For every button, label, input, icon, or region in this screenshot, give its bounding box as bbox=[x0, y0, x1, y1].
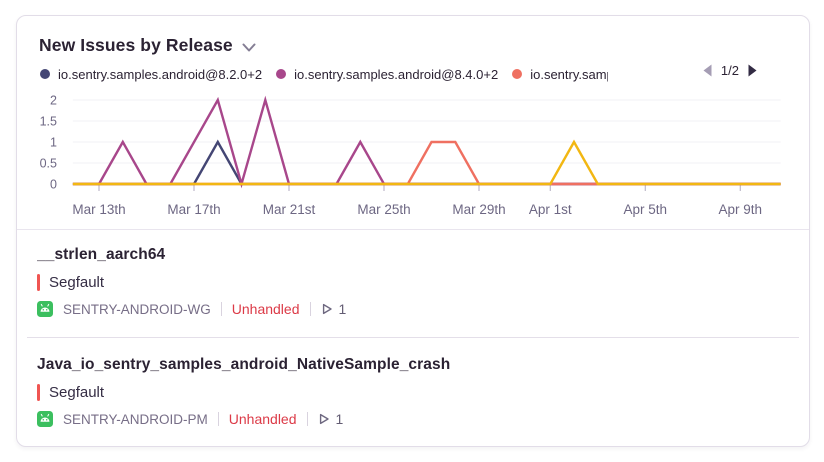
chart-legend: io.sentry.samples.android@8.2.0+2 io.sen… bbox=[40, 65, 765, 83]
chevron-down-icon[interactable] bbox=[242, 43, 256, 52]
y-axis-label: 0.5 bbox=[40, 157, 57, 171]
issue-subtitle: Segfault bbox=[49, 384, 105, 401]
issue-subtitle-row: Segfault bbox=[37, 274, 789, 291]
unhandled-tag: Unhandled bbox=[228, 411, 297, 427]
issue-title-link[interactable]: __strlen_aarch64 bbox=[37, 246, 166, 263]
y-axis-label: 1 bbox=[50, 136, 57, 150]
project-slug: SENTRY-ANDROID-PM bbox=[63, 411, 208, 427]
legend-pagination: 1/2 bbox=[696, 63, 757, 78]
x-axis-label: Apr 1st bbox=[529, 202, 572, 217]
issue-meta-row: SENTRY-ANDROID-PM Unhandled 1 bbox=[37, 411, 789, 427]
error-level-bar bbox=[37, 384, 40, 401]
replay-count: 1 bbox=[335, 411, 344, 427]
divider bbox=[17, 229, 809, 230]
play-icon bbox=[322, 303, 332, 315]
legend-dot bbox=[40, 69, 50, 79]
separator bbox=[309, 302, 311, 316]
replay-count-group: 1 bbox=[318, 411, 344, 427]
issue-meta-row: SENTRY-ANDROID-WG Unhandled 1 bbox=[37, 301, 789, 317]
legend-label: io.sentry.samp bbox=[530, 66, 609, 82]
previous-page-arrow-icon[interactable] bbox=[703, 64, 712, 77]
issue-subtitle-row: Segfault bbox=[37, 384, 789, 401]
x-axis-label: Apr 5th bbox=[623, 202, 667, 217]
next-page-arrow-icon[interactable] bbox=[748, 64, 757, 77]
x-axis-label: Mar 25th bbox=[357, 202, 410, 217]
x-axis-label: Mar 29th bbox=[452, 202, 505, 217]
x-axis-label: Apr 9th bbox=[718, 202, 762, 217]
issue-row: Java_io_sentry_samples_android_NativeSam… bbox=[37, 356, 789, 427]
x-axis-label: Mar 21st bbox=[263, 202, 316, 217]
legend-dot bbox=[512, 69, 523, 79]
separator bbox=[306, 412, 308, 426]
error-level-bar bbox=[37, 274, 40, 291]
y-axis-label: 1.5 bbox=[40, 115, 57, 129]
issue-subtitle: Segfault bbox=[49, 274, 105, 291]
widget-title: New Issues by Release bbox=[39, 35, 233, 55]
x-axis-label: Mar 13th bbox=[72, 202, 125, 217]
replay-count-group: 1 bbox=[321, 301, 347, 317]
android-icon bbox=[37, 411, 53, 427]
legend-label: io.sentry.samples.android@8.2.0+2 bbox=[58, 66, 263, 82]
legend-item-release-1[interactable]: io.sentry.samples.android@8.2.0+2 bbox=[40, 67, 262, 82]
y-axis-label: 2 bbox=[50, 94, 57, 108]
x-axis-label: Mar 17th bbox=[167, 202, 220, 217]
page-indicator: 1/2 bbox=[720, 63, 739, 78]
replay-count: 1 bbox=[338, 301, 347, 317]
new-issues-chart[interactable]: 0 0.5 1 1.5 2 Mar 13th Mar 17th Mar 21st Mar 25t… bbox=[17, 90, 809, 226]
android-icon bbox=[37, 301, 53, 317]
project-slug: SENTRY-ANDROID-WG bbox=[63, 301, 211, 317]
play-icon bbox=[319, 413, 329, 425]
y-axis-label: 0 bbox=[50, 178, 57, 192]
divider bbox=[27, 337, 799, 338]
legend-item-release-2[interactable]: io.sentry.samples.android@8.4.0+2 bbox=[276, 67, 498, 82]
separator bbox=[220, 302, 222, 316]
new-issues-widget-card: New Issues by Release io.sentry.samples.… bbox=[16, 15, 810, 447]
issue-title-link[interactable]: Java_io_sentry_samples_android_NativeSam… bbox=[37, 356, 451, 373]
line-chart-svg: 0 0.5 1 1.5 2 Mar 13th Mar 17th Mar 21st Mar 25t… bbox=[40, 94, 781, 217]
separator bbox=[217, 412, 219, 426]
widget-header: New Issues by Release bbox=[39, 35, 787, 56]
unhandled-tag: Unhandled bbox=[231, 301, 300, 317]
chart-line-series-4 bbox=[72, 139, 781, 186]
legend-label: io.sentry.samples.android@8.4.0+2 bbox=[294, 66, 499, 82]
legend-item-release-3[interactable]: io.sentry.samp bbox=[512, 67, 608, 82]
issue-row: __strlen_aarch64 Segfault SENTRY-ANDROID… bbox=[37, 246, 789, 317]
legend-dot bbox=[276, 69, 287, 79]
